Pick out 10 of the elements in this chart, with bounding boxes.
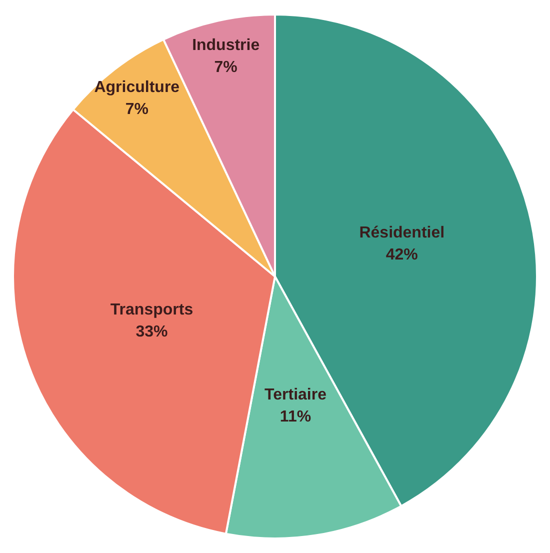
slice-label: Agriculture bbox=[94, 78, 180, 96]
data-label: 7% bbox=[214, 59, 238, 76]
data-label: 11% bbox=[280, 408, 312, 426]
slice-label: Tertiaire bbox=[264, 386, 327, 404]
slice-label: Transports bbox=[110, 301, 194, 318]
data-label: 33% bbox=[136, 323, 168, 340]
slice-label: Industrie bbox=[192, 37, 260, 54]
slice-label: Résidentiel bbox=[359, 224, 445, 242]
data-label: 7% bbox=[125, 100, 148, 118]
data-label: 42% bbox=[386, 246, 418, 264]
